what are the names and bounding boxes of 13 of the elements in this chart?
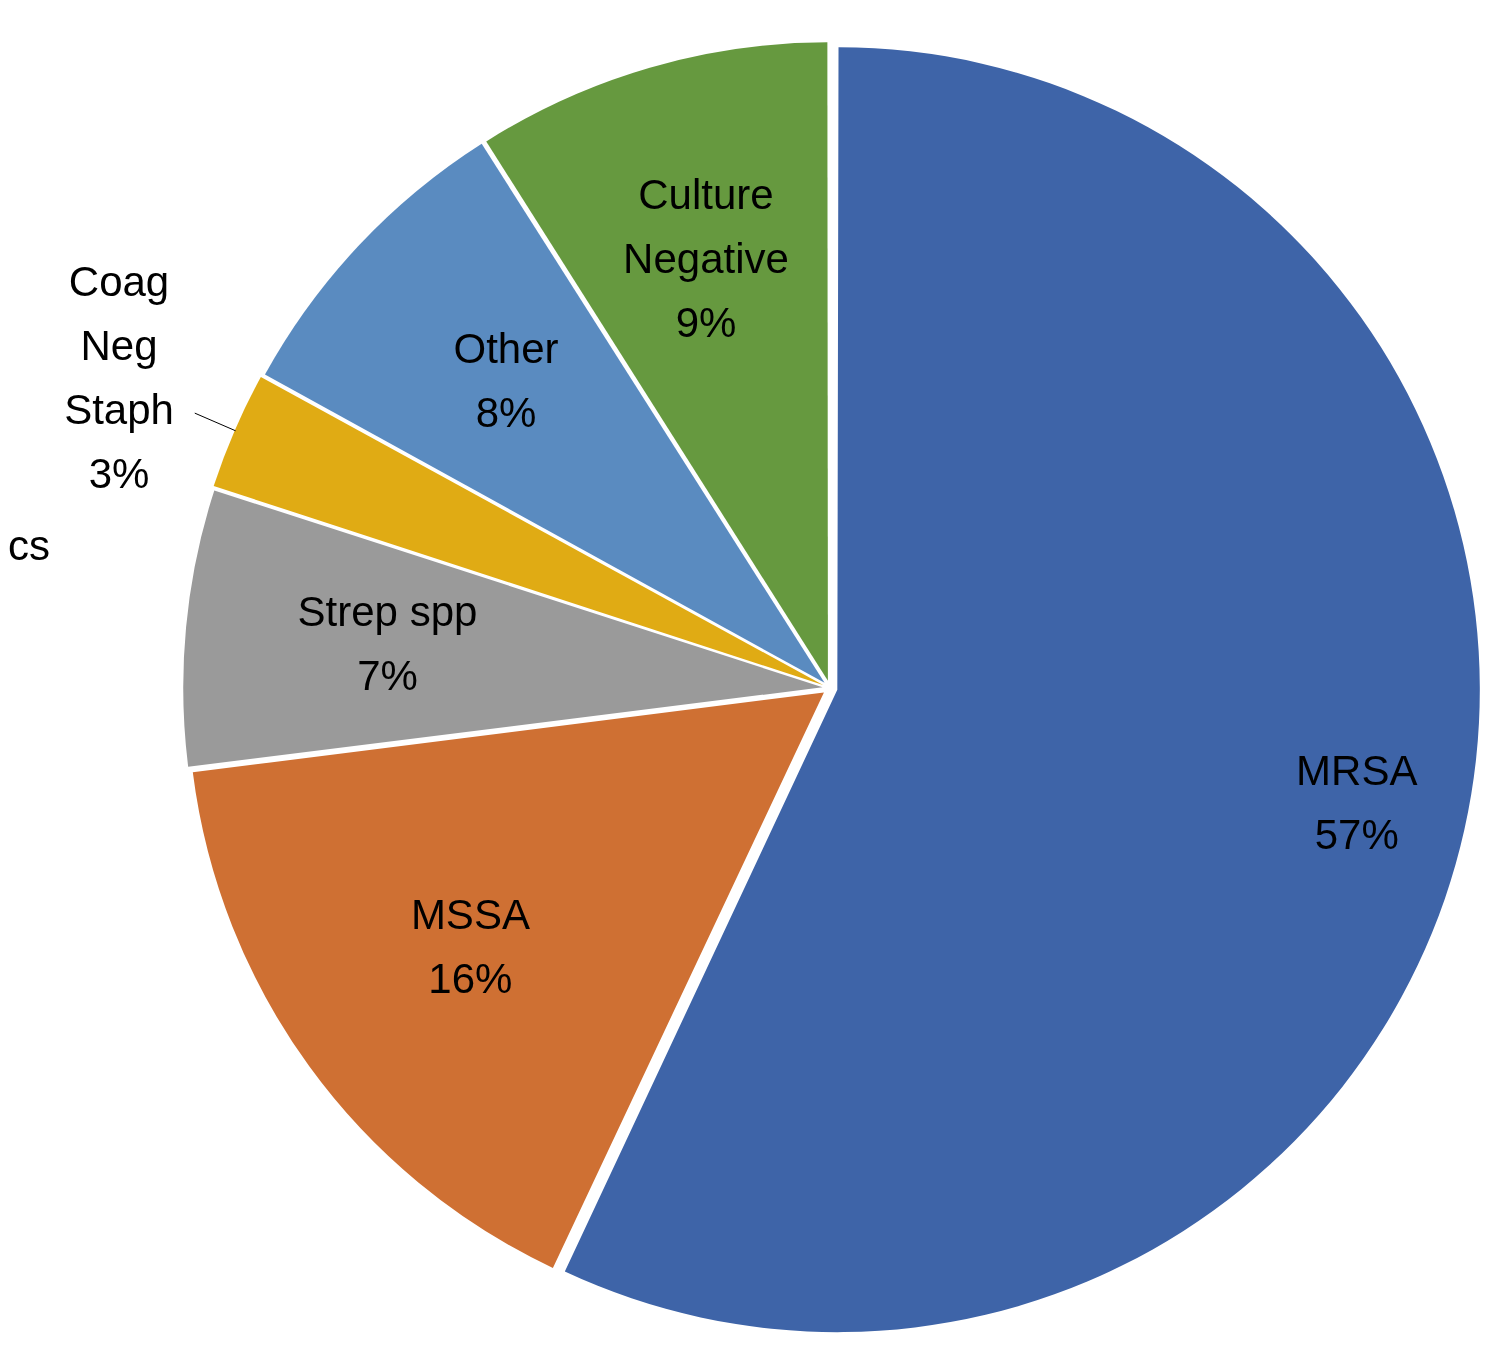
slice-label: MRSA (1296, 747, 1418, 795)
data-label: 3% (88, 449, 150, 497)
slice-label: Other (453, 325, 559, 373)
slice-label: MSSA (410, 890, 530, 938)
slice-label: Culture Negative (623, 170, 789, 282)
data-label: 57% (1314, 811, 1399, 859)
slice-label: Strep spp (297, 587, 478, 635)
text: cs (8, 521, 50, 569)
slice-label: Coag Neg Staph (64, 257, 174, 433)
data-label: 7% (357, 651, 418, 699)
data-label: 8% (475, 389, 537, 437)
data-label: 16% (428, 954, 513, 1002)
data-label: 9% (675, 298, 737, 346)
